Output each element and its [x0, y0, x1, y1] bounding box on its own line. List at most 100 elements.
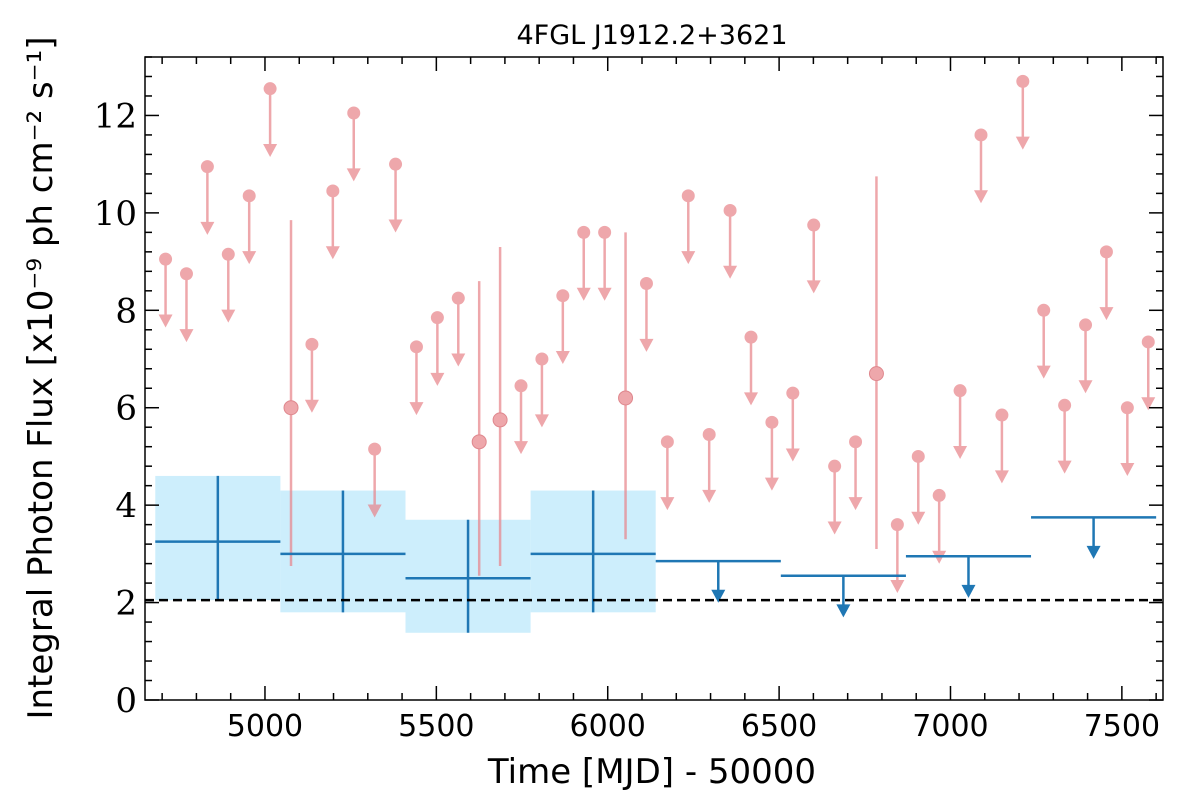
fine-upper-limit-0 — [158, 252, 173, 328]
fine-ul-point — [995, 408, 1009, 422]
fine-upper-limit-23 — [723, 203, 738, 279]
fine-ul-point — [535, 352, 549, 366]
coarse-upper-limit-2 — [905, 555, 1032, 598]
fine-ul-arrowhead — [597, 287, 612, 301]
fine-upper-limit-39 — [1078, 318, 1093, 394]
fine-upper-limit-37 — [1036, 303, 1051, 379]
fine-ul-point — [347, 106, 361, 120]
x-tick-label: 6000 — [570, 709, 646, 744]
fine-upper-limit-26 — [785, 386, 800, 462]
x-tick-label: 6500 — [741, 709, 817, 744]
fine-upper-limit-40 — [1099, 245, 1114, 321]
fine-ul-arrowhead — [702, 489, 717, 503]
fine-upper-limit-12 — [430, 311, 445, 386]
coarse-detection-1 — [280, 490, 406, 613]
fine-ul-point — [828, 459, 842, 473]
fine-ul-point — [639, 277, 653, 291]
axes: 5000 5500 6000 6500 7000 7500 0 2 4 6 8 10 12 — [94, 56, 1164, 744]
fine-ul-point — [1058, 398, 1072, 412]
fine-ul-arrowhead — [242, 251, 257, 265]
fine-ul-point — [514, 379, 528, 393]
fine-upper-limit-2 — [200, 160, 215, 235]
y-tick-label: 4 — [115, 486, 137, 526]
fine-upper-limit-18 — [597, 225, 612, 301]
y-tick-label: 8 — [115, 291, 137, 331]
fine-ul-arrowhead — [994, 470, 1009, 484]
fine-ul-arrowhead — [973, 190, 988, 204]
y-tick-label: 6 — [115, 389, 137, 429]
fine-ul-arrowhead — [158, 314, 173, 328]
fine-ul-arrowhead — [806, 280, 821, 294]
fine-ul-arrowhead — [1036, 365, 1051, 379]
fine-ul-point — [786, 386, 800, 400]
fine-ul-point — [681, 189, 695, 203]
fine-ul-point — [430, 311, 444, 325]
y-tick-label: 10 — [94, 194, 137, 234]
fine-upper-limit-1 — [179, 267, 194, 343]
fine-detection-point — [471, 434, 487, 450]
coarse-detection-0 — [155, 475, 281, 601]
fine-upper-limit-14 — [514, 379, 529, 455]
fine-ul-point — [744, 330, 758, 344]
fine-ul-arrowhead — [1141, 397, 1156, 411]
fine-ul-point — [702, 428, 716, 442]
fine-ul-point — [221, 247, 235, 261]
fine-ul-point — [159, 252, 173, 266]
fine-upper-limit-41 — [1120, 401, 1135, 477]
fine-ul-point — [200, 160, 214, 174]
fine-ul-arrowhead — [221, 309, 236, 323]
fine-ul-arrowhead — [534, 414, 549, 428]
fine-ul-point — [1141, 335, 1155, 349]
fine-ul-arrowhead — [911, 511, 926, 525]
axes-frame — [144, 56, 1164, 701]
y-tick-label: 12 — [94, 96, 137, 136]
chart-title: 4FGL J1912.2+3621 — [516, 20, 787, 51]
fine-ul-arrowhead — [1078, 380, 1093, 394]
fine-ul-point — [974, 128, 988, 142]
coarse-ul-arrowhead — [836, 604, 851, 618]
fine-ul-arrowhead — [409, 402, 424, 416]
fine-ul-arrowhead — [764, 477, 779, 491]
fine-upper-limit-35 — [994, 408, 1009, 484]
fine-ul-point — [911, 449, 925, 463]
fine-upper-limit-6 — [304, 337, 319, 413]
fine-ul-arrowhead — [723, 265, 738, 279]
fine-ul-arrowhead — [1057, 460, 1072, 474]
fine-ul-arrowhead — [263, 143, 278, 157]
coarse-upper-limit-1 — [780, 574, 906, 618]
fine-upper-limit-31 — [911, 449, 926, 525]
fine-ul-point — [242, 189, 256, 203]
fine-ul-arrowhead — [827, 521, 842, 535]
fine-ul-arrowhead — [388, 219, 403, 233]
fine-upper-limit-42 — [1141, 335, 1156, 411]
y-axis-label: Integral Photon Flux [x10⁻⁹ ph cm⁻² s⁻¹] — [21, 36, 61, 719]
fine-ul-arrowhead — [555, 351, 570, 365]
fine-ul-point — [660, 435, 674, 449]
fine-upper-limit-7 — [325, 184, 340, 260]
fine-ul-point — [849, 435, 863, 449]
fine-ul-arrowhead — [1120, 463, 1135, 477]
fine-upper-limit-4 — [242, 189, 257, 265]
fine-ul-point — [368, 442, 382, 456]
fine-ul-arrowhead — [660, 497, 675, 511]
x-tick-label: 5500 — [398, 709, 474, 744]
fine-ul-point — [305, 337, 319, 351]
fine-upper-limit-24 — [744, 330, 759, 406]
fine-ul-arrowhead — [744, 392, 759, 406]
fine-detection-3 — [618, 232, 634, 540]
fine-detection-point — [868, 366, 884, 382]
fine-ul-point — [179, 267, 193, 281]
fine-upper-limit-5 — [263, 82, 278, 157]
fine-ul-point — [1099, 245, 1113, 259]
fine-ul-point — [1037, 303, 1051, 317]
fine-ul-point — [1079, 318, 1093, 332]
plot-area — [145, 74, 1163, 633]
fine-upper-limit-32 — [932, 488, 947, 564]
coarse-upper-limit-3 — [1031, 516, 1157, 559]
x-axis-label: Time [MJD] - 50000 — [487, 752, 816, 792]
fine-detection-2 — [492, 246, 508, 567]
fine-ul-point — [598, 225, 612, 239]
fine-detection-point — [492, 412, 508, 428]
fine-ul-arrowhead — [1015, 136, 1030, 150]
fine-upper-limit-16 — [555, 289, 570, 365]
